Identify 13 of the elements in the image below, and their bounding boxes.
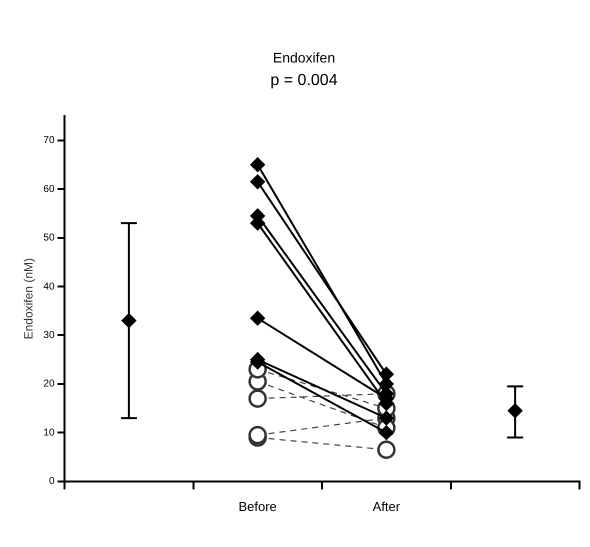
y-tick-label: 50 (43, 232, 55, 244)
chart-title: Endoxifen (272, 49, 336, 66)
chart-subtitle: p = 0.004 (270, 72, 338, 89)
y-tick-label: 20 (43, 378, 55, 390)
x-tick-label: Before (238, 498, 277, 514)
y-tick-label: 10 (43, 427, 55, 438)
y-tick-label: 60 (43, 184, 55, 195)
y-tick-label: 0 (48, 476, 55, 488)
y-tick-label: 70 (43, 135, 55, 146)
y-tick-label: 40 (43, 281, 55, 292)
y-axis-title: Endoxifen (nM) (22, 258, 36, 340)
x-tick-label: After (372, 498, 401, 514)
y-tick-label: 30 (43, 330, 55, 341)
